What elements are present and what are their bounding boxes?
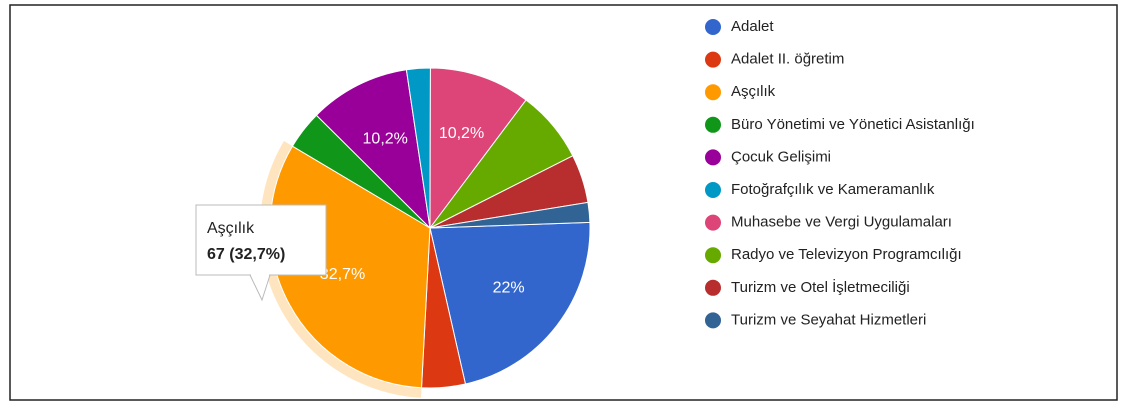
legend-marker	[705, 214, 721, 231]
legend-marker	[705, 84, 721, 101]
legend-label: Büro Yönetimi ve Yönetici Asistanlığı	[731, 116, 975, 133]
legend-marker	[705, 182, 721, 198]
slice	[315, 69, 431, 230]
legend-label: Adalet II. öğretim	[731, 51, 844, 68]
legend-marker	[705, 312, 721, 329]
slice	[429, 221, 591, 385]
value-label: 10,2%	[363, 131, 408, 148]
legend-marker	[705, 116, 721, 133]
legend-marker	[705, 19, 721, 35]
legend-label: Radyo ve Televizyon Programcılığı	[731, 246, 962, 263]
value-label: 22%	[493, 280, 525, 297]
legend-marker	[705, 149, 721, 166]
value-label: 32,7%	[320, 266, 365, 283]
legend-label: Aşçılık	[731, 83, 776, 100]
slice	[429, 67, 527, 230]
legend-label: Adalet	[731, 18, 774, 35]
slice-highlight	[260, 141, 422, 398]
legend: Adalet Adalet II. öğretim Aşçılık Büro Yöne…	[705, 18, 975, 329]
slice	[429, 201, 591, 229]
tooltip-box	[195, 204, 327, 276]
legend-marker	[705, 247, 721, 264]
legend-label: Muhasebe ve Vergi Uygulamaları	[731, 214, 952, 231]
legend-marker	[705, 279, 721, 296]
tooltip-pointer-cover	[251, 272, 269, 276]
legend-label: Fotoğrafçılık ve Kameramanlık	[731, 181, 935, 198]
value-label: 10,2%	[439, 125, 484, 142]
tooltip: Aşçılık 67 (32,7%)	[195, 204, 327, 302]
tooltip-title: Aşçılık	[207, 220, 255, 237]
legend-label: Turizm ve Otel İşletmeciliği	[731, 278, 910, 296]
legend-marker	[705, 51, 721, 68]
legend-label: Çocuk Gelişimi	[731, 148, 831, 165]
tooltip-text: 67 (32,7%)	[207, 246, 285, 263]
legend-label: Turizm ve Seyahat Hizmetleri	[731, 311, 926, 328]
